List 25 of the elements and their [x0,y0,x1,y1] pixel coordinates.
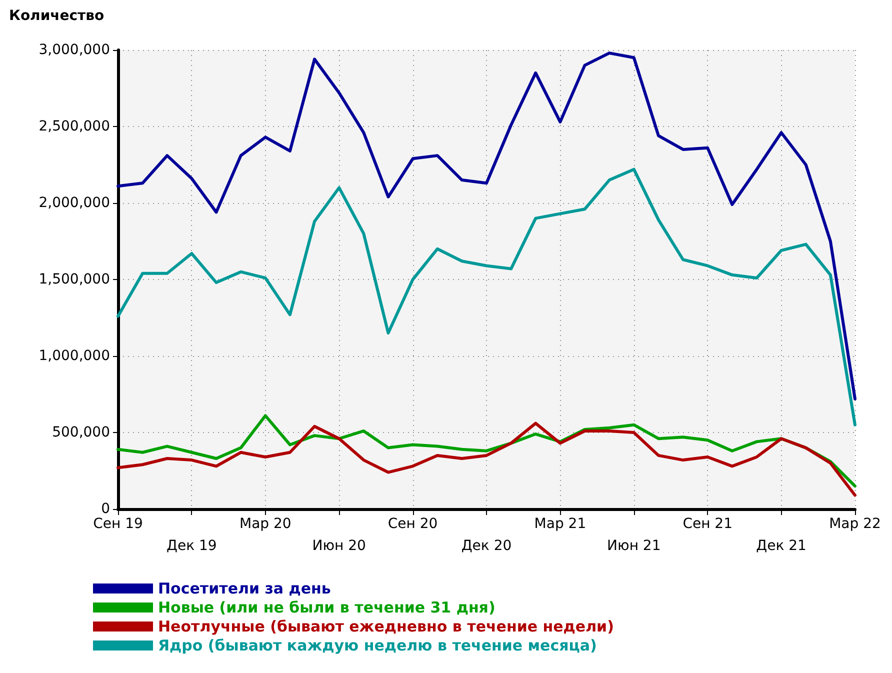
x-tick-label: Дек 20 [461,538,512,554]
line-series [116,168,856,426]
x-tick-label: Мар 20 [239,516,292,532]
x-tick-label: Июн 20 [312,538,366,554]
x-tick-label: Июн 21 [607,538,661,554]
y-tick-label: 500,000 [52,424,110,440]
x-tick-label: Сен 20 [388,516,438,532]
x-tick-label: Сен 21 [682,516,733,532]
y-tick-label: 3,000,000 [38,42,110,58]
y-tick-label: 2,500,000 [38,118,110,134]
y-tick-label: 1,500,000 [38,272,110,288]
legend-label: Посетители за день [158,580,331,598]
y-tick-label: 2,000,000 [38,195,110,211]
y-axis-title: Количество [9,8,105,24]
x-tick-label: Мар 22 [829,516,881,532]
y-tick-label: 1,000,000 [38,348,110,364]
legend-label: Неотлучные (бывают ежедневно в течение недели) [158,618,614,636]
y-tick-label: 0 [101,501,110,517]
line-series [116,422,856,497]
legend-label: Новые (или не были в течение 31 дня) [158,598,496,616]
x-tick-label: Сен 19 [93,516,143,532]
x-tick-label: Мар 21 [534,516,586,532]
x-tick-label: Дек 21 [756,538,806,554]
x-tick-label: Дек 19 [166,538,217,554]
legend-label: Ядро (бывают каждую неделю в течение месяца) [158,636,597,654]
